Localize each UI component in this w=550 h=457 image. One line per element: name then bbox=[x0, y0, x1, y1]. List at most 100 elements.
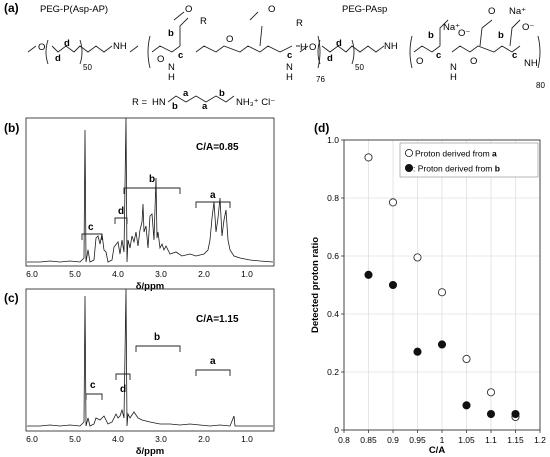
panel-b: (b) C/A=0.85 c d b a 6.0 5.0 4.0 3.0 2.0… bbox=[4, 117, 275, 292]
bracket-a bbox=[195, 369, 231, 376]
peak-label-d-1: d bbox=[55, 53, 61, 64]
data-point-proton-b bbox=[511, 409, 520, 419]
y-tick-label: 0 bbox=[334, 425, 339, 435]
peak-label-d-4: d bbox=[336, 38, 342, 49]
nmr-b-tick: 4.0 bbox=[112, 269, 124, 279]
legend-entry-b: : Proton derived from b bbox=[413, 164, 500, 174]
peak-label-c-1: c bbox=[178, 50, 183, 61]
peak-label-b-4: b bbox=[428, 30, 434, 41]
nh-atom-2: NH bbox=[384, 41, 398, 52]
peg-repeat-1: 50 bbox=[83, 63, 92, 72]
r-group-1: R bbox=[200, 16, 207, 27]
panel-c-label: (c) bbox=[4, 291, 19, 305]
peak-label-c-2: c bbox=[287, 50, 292, 61]
pasp-repeat: 80 bbox=[536, 81, 545, 90]
pasp-bracket bbox=[409, 35, 541, 69]
peak-b-label: b bbox=[154, 332, 160, 343]
y-tick-label: 0.6 bbox=[327, 251, 339, 261]
peak-b-label: b bbox=[149, 174, 155, 185]
n-atom-3: N bbox=[450, 62, 457, 73]
r-hn-atom: HN bbox=[152, 97, 166, 108]
y-tick-label: 0.2 bbox=[327, 367, 339, 377]
carbonyl-o-7: O bbox=[470, 56, 477, 67]
nmr-b-ratio: C/A=0.85 bbox=[196, 142, 239, 153]
x-tick-label: 1 bbox=[440, 435, 445, 445]
panel-a-label: (a) bbox=[4, 1, 19, 15]
nmr-b-spectrum bbox=[27, 117, 274, 263]
bracket-d bbox=[114, 217, 128, 224]
h-atom-2: H bbox=[286, 72, 293, 83]
data-point-proton-a bbox=[486, 388, 496, 397]
y-tick-label: 0.4 bbox=[327, 309, 339, 319]
r-ammonium: NH₃⁺ Cl⁻ bbox=[236, 97, 275, 108]
peg2-oxygen: O bbox=[309, 42, 316, 53]
carboxylate-1: O⁻ bbox=[458, 28, 470, 39]
panel-d: (d) 0.8 0.85 0.9 0.95 1 1.05 1.1 1.15 1.2 0 0.2 0.… bbox=[310, 121, 546, 456]
nmr-c-xlabel: δ/ppm bbox=[136, 446, 164, 457]
peak-label-b-1: b bbox=[168, 28, 174, 39]
data-point-proton-b bbox=[413, 347, 422, 356]
pasp-side-bonds bbox=[439, 19, 521, 47]
scatter-legend: Proton derived from a : Proton derived f… bbox=[399, 142, 539, 178]
pasp-ap-side-bonds bbox=[173, 11, 263, 47]
n-atom-1: N bbox=[168, 62, 175, 73]
bracket-a bbox=[195, 201, 231, 208]
scatter-points bbox=[364, 153, 520, 422]
data-point-proton-b bbox=[388, 280, 398, 290]
y-tick-label: 1.0 bbox=[327, 135, 339, 145]
carboxylate-2: O⁻ bbox=[522, 22, 534, 33]
nmr-c-ratio: C/A=1.15 bbox=[196, 314, 239, 325]
peak-label-b-3: b bbox=[219, 88, 225, 99]
peak-c-label: c bbox=[88, 222, 94, 233]
peg2-bracket bbox=[317, 39, 355, 65]
peak-label-b-2: b bbox=[172, 101, 178, 112]
scatter-grid bbox=[343, 139, 541, 431]
polymer2-structure: O d d 50 NH Na⁺ Na⁺ O O⁻ O⁻ b c b c O O … bbox=[299, 6, 545, 90]
peak-label-a-2: a bbox=[202, 101, 208, 112]
legend-filled-marker bbox=[404, 163, 414, 173]
x-tick-label: 1.05 bbox=[458, 435, 475, 445]
pasp-ap-backbone bbox=[151, 45, 300, 53]
nmr-c-axis: 6.0 5.0 4.0 3.0 2.0 1.0 δ/ppm bbox=[26, 434, 253, 457]
polymer1-structure: O d d 50 NH O O R R b c c O O N H N H H … bbox=[27, 4, 325, 112]
x-tick-label: 1.2 bbox=[534, 435, 546, 445]
carbonyl-o-2: O bbox=[268, 4, 275, 15]
nh-atom-1: NH bbox=[113, 41, 127, 52]
peak-a-label: a bbox=[210, 190, 216, 201]
peak-label-d-3: d bbox=[327, 53, 333, 64]
pasp-backbone bbox=[413, 45, 521, 53]
h-atom-1: H bbox=[168, 72, 175, 83]
peak-a-label: a bbox=[210, 356, 216, 367]
x-tick-label: 0.8 bbox=[338, 435, 350, 445]
x-tick-label: 1.1 bbox=[485, 435, 497, 445]
data-point-proton-a bbox=[437, 288, 447, 297]
legend-entry-a: Proton derived from a bbox=[415, 149, 497, 159]
carbonyl-o-5: O bbox=[488, 6, 495, 17]
peg-chain-bond bbox=[27, 45, 113, 53]
nmr-c-tick: 2.0 bbox=[198, 434, 210, 444]
nmr-b-tick: 1.0 bbox=[241, 269, 253, 279]
data-point-proton-a bbox=[462, 354, 471, 364]
scatter-xlabel: C/A bbox=[429, 445, 446, 456]
r-definition: R = bbox=[132, 97, 148, 108]
x-tick-label: 0.85 bbox=[360, 435, 377, 445]
peg-repeat-2: 50 bbox=[355, 63, 364, 72]
nmr-b-tick: 5.0 bbox=[69, 269, 81, 279]
nmr-b-brackets: c d b a bbox=[81, 174, 231, 240]
nh-atom-3: NH bbox=[524, 58, 538, 69]
nmr-c-spectrum bbox=[27, 288, 273, 427]
data-point-proton-b bbox=[486, 409, 496, 419]
nmr-c-tick: 5.0 bbox=[69, 434, 81, 444]
data-point-proton-b bbox=[364, 270, 373, 279]
bracket-c bbox=[81, 233, 103, 240]
peak-c-label: c bbox=[90, 380, 96, 391]
x-tick-label: 0.95 bbox=[409, 435, 426, 445]
nmr-b-xlabel: δ/ppm bbox=[136, 281, 164, 292]
peg-oxygen-1: O bbox=[38, 42, 45, 53]
data-point-proton-b bbox=[437, 340, 447, 349]
nmr-c-brackets: c d b a bbox=[85, 332, 231, 400]
peak-d-label: d bbox=[120, 384, 126, 395]
peg2-chain-bond bbox=[299, 45, 385, 53]
peg-bracket bbox=[45, 39, 83, 65]
